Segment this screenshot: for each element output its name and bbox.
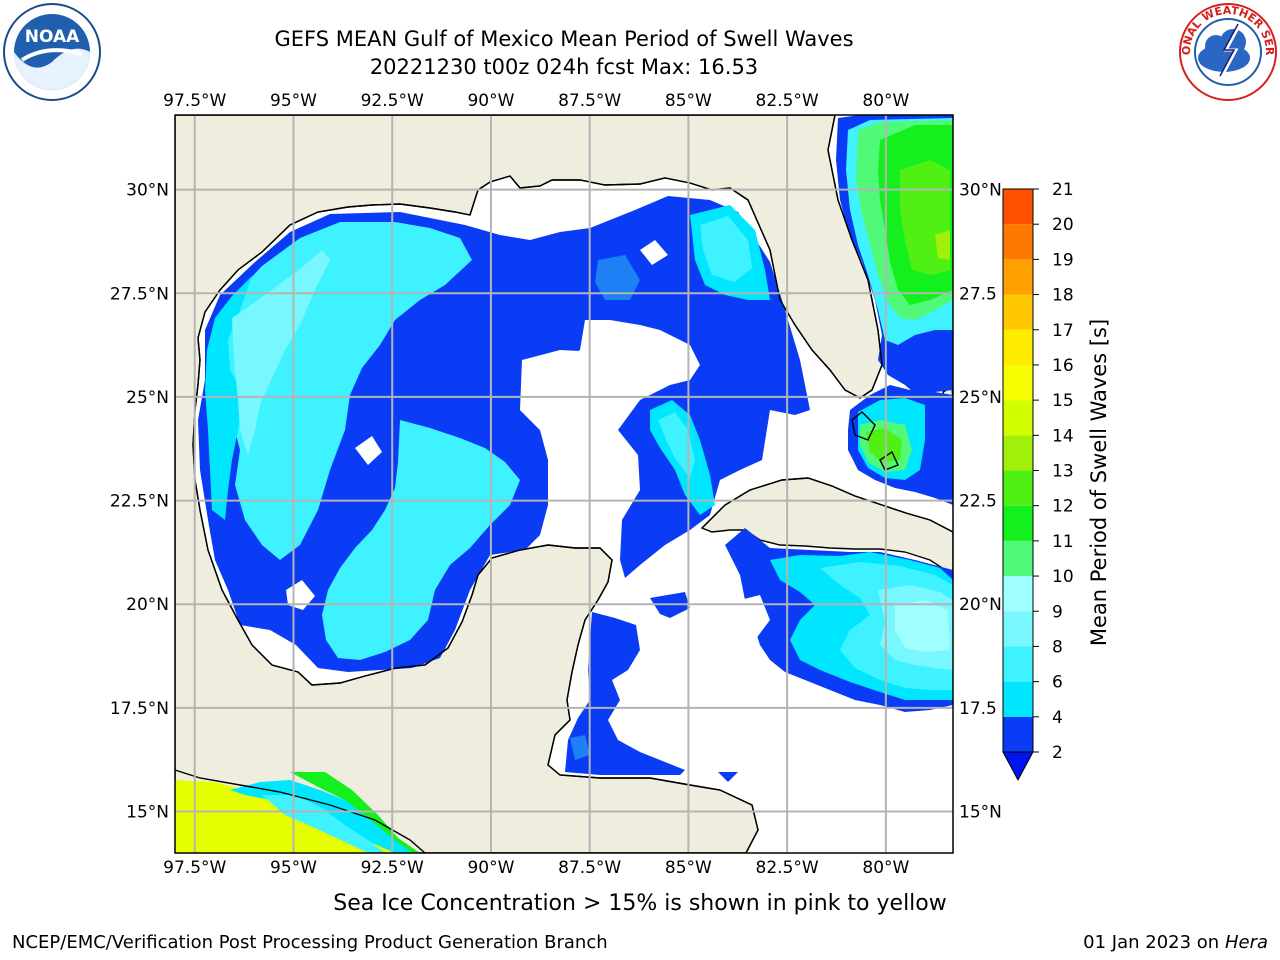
lat-label-right: 22.5: [959, 492, 997, 512]
footer-date-text: 01 Jan 2023 on: [1083, 932, 1225, 953]
lat-label-left: 17.5°N: [110, 699, 169, 719]
lat-label-right: 20°N: [959, 595, 1002, 615]
colorbar-tick-label: 17: [1052, 321, 1074, 341]
lon-label-bottom: 80°W: [862, 858, 909, 878]
colorbar-segment: [1003, 611, 1033, 647]
lat-label-right: 25°N: [959, 388, 1002, 408]
lon-label-top: 82.5°W: [756, 91, 819, 111]
lon-label-top: 87.5°W: [558, 91, 621, 111]
colorbar-tick-label: 8: [1052, 637, 1063, 657]
lon-label-top: 95°W: [270, 91, 317, 111]
colorbar-segment: [1003, 400, 1033, 436]
colorbar-extend-arrow: [1002, 751, 1034, 782]
colorbar-tick-label: 4: [1052, 708, 1063, 728]
lat-label-right: 27.5: [959, 284, 997, 304]
map-title: GEFS MEAN Gulf of Mexico Mean Period of …: [274, 27, 854, 51]
lat-label-right: 30°N: [959, 181, 1002, 201]
colorbar-segment: [1003, 224, 1033, 260]
colorbar-segment: [1003, 189, 1033, 225]
colorbar-segment: [1003, 681, 1033, 717]
colorbar-tick-label: 16: [1052, 356, 1074, 376]
lon-label-top: 92.5°W: [361, 91, 424, 111]
colorbar-segment: [1003, 646, 1033, 682]
lat-label-left: 25°N: [126, 388, 169, 408]
lat-label-left: 27.5°N: [110, 284, 169, 304]
noaa-logo-text: NOAA: [25, 27, 80, 47]
colorbar-tick-label: 13: [1052, 462, 1074, 482]
lon-label-top: 97.5°W: [163, 91, 226, 111]
colorbar-tick-label: 15: [1052, 391, 1074, 411]
colorbar-tick-label: 2: [1052, 743, 1063, 763]
colorbar-segment: [1003, 716, 1033, 752]
footer-host: Hera: [1224, 932, 1268, 953]
colorbar-segment: [1003, 505, 1033, 541]
footer-credit: NCEP/EMC/Verification Post Processing Pr…: [12, 932, 608, 953]
colorbar-segment: [1003, 576, 1033, 612]
map-area: [175, 115, 953, 853]
lon-label-bottom: 95°W: [270, 858, 317, 878]
map-subtitle: 20221230 t00z 024h fcst Max: 16.53: [369, 55, 759, 79]
colorbar-tick-label: 20: [1052, 215, 1074, 235]
colorbar-tick-label: 19: [1052, 250, 1074, 270]
lat-label-left: 20°N: [126, 595, 169, 615]
lon-label-top: 90°W: [467, 91, 514, 111]
lon-label-bottom: 87.5°W: [558, 858, 621, 878]
colorbar-label: Mean Period of Swell Waves [s]: [1087, 319, 1111, 646]
colorbar-tick-label: 10: [1052, 567, 1074, 587]
lon-label-top: 85°W: [665, 91, 712, 111]
lon-label-top: 80°W: [862, 91, 909, 111]
colorbar-tick-label: 6: [1052, 673, 1063, 693]
colorbar: 2 4 6 8 9 10 11 12 13 14 15 16 17 18 19 20 21 Mean Period…: [1002, 180, 1111, 782]
colorbar-tick-label: 12: [1052, 497, 1074, 517]
gridlines: [175, 115, 953, 853]
lat-label-right: 15°N: [959, 803, 1002, 823]
colorbar-tick-label: 14: [1052, 426, 1074, 446]
colorbar-segment: [1003, 470, 1033, 506]
noaa-logo-icon: NOAA: [2, 2, 102, 106]
colorbar-tick-label: 9: [1052, 602, 1063, 622]
colorbar-segment: [1003, 364, 1033, 401]
colorbar-tick-label: 18: [1052, 286, 1074, 306]
lat-label-left: 22.5°N: [110, 492, 169, 512]
colorbar-segment: [1003, 259, 1033, 295]
coastlines: [175, 115, 953, 853]
colorbar-tick-label: 11: [1052, 532, 1074, 552]
lon-label-bottom: 92.5°W: [361, 858, 424, 878]
nws-logo-icon: NATIONAL WEATHER SERVICE: [1173, 0, 1278, 106]
colorbar-tick-label: 21: [1052, 180, 1074, 200]
sea-ice-note: Sea Ice Concentration > 15% is shown in …: [333, 891, 947, 916]
colorbar-segment: [1003, 435, 1033, 471]
lat-label-left: 30°N: [126, 181, 169, 201]
lon-label-bottom: 97.5°W: [163, 858, 226, 878]
colorbar-segment: [1003, 329, 1033, 365]
map-frame: [174, 114, 954, 854]
lon-label-bottom: 85°W: [665, 858, 712, 878]
lon-label-bottom: 90°W: [467, 858, 514, 878]
colorbar-segment: [1003, 540, 1033, 577]
lon-label-bottom: 82.5°W: [756, 858, 819, 878]
colorbar-segment: [1003, 294, 1033, 330]
lat-label-right: 17.5: [959, 699, 997, 719]
lat-label-left: 15°N: [126, 803, 169, 823]
footer-date: 01 Jan 2023 on Hera: [1083, 932, 1268, 953]
